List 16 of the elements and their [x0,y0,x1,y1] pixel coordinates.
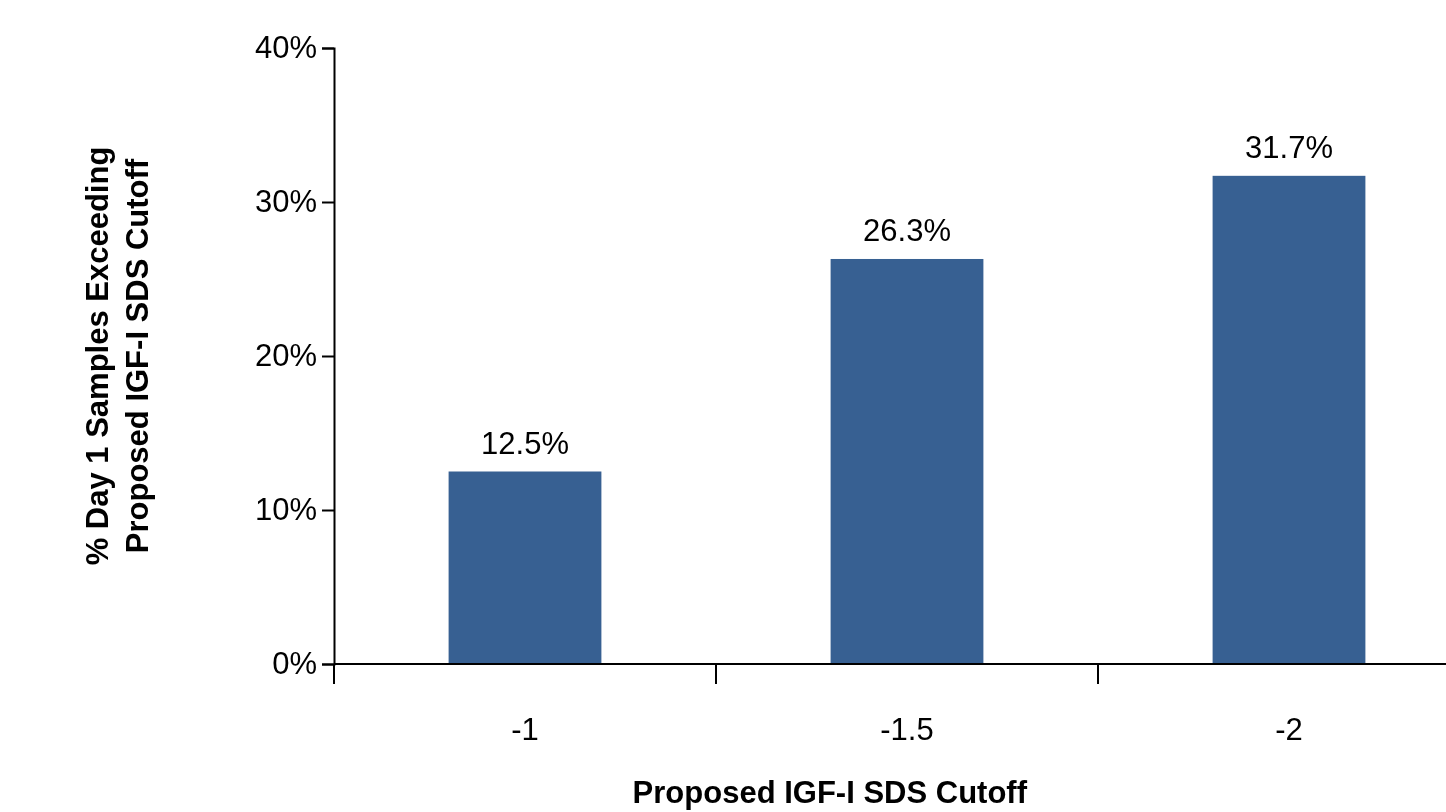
data-label: 31.7% [1245,129,1333,165]
bar [1212,175,1366,664]
data-label: 12.5% [481,425,569,461]
y-tick-label: 10% [254,492,317,528]
y-axis-title: % Day 1 Samples Exceeding Proposed IGF-I SDS Cutoff [80,146,155,566]
y-tick-label: 20% [254,338,317,374]
y-tick-label: 30% [254,184,317,220]
x-axis-title: Proposed IGF-I SDS Cutoff [632,775,1028,810]
x-tick-label: -1.5 [880,712,934,747]
y-tick-label: 0% [272,646,317,682]
bar [830,258,984,664]
bar [448,471,602,664]
x-tick-label: -2 [1275,712,1303,747]
x-tick-label: -1 [511,712,539,747]
y-tick-label: 40% [254,30,317,66]
data-label: 26.3% [863,212,951,248]
